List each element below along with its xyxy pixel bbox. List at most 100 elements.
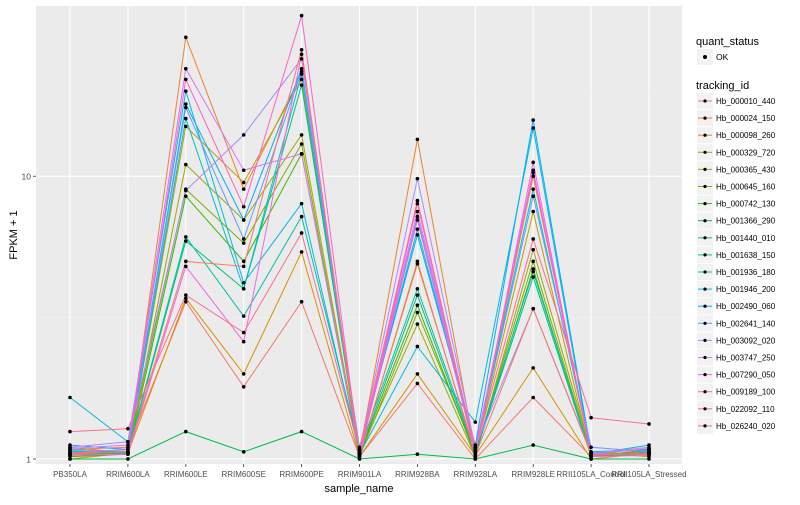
- legend-key-point: [703, 424, 707, 428]
- legend-label: Hb_001638_150: [716, 251, 776, 260]
- legend-label: Hb_022092_110: [716, 405, 775, 414]
- data-point: [126, 440, 130, 444]
- data-point: [415, 176, 420, 181]
- legend-label: Hb_026240_020: [716, 422, 776, 431]
- data-point: [68, 452, 72, 456]
- y-axis: 1 10: [22, 172, 36, 464]
- data-point: [299, 214, 304, 219]
- legend-key-point: [703, 184, 707, 189]
- data-point: [531, 267, 535, 271]
- x-tick-label: RRIM928BA: [395, 470, 440, 479]
- legend-label: Hb_000742_130: [716, 200, 776, 209]
- legend-label: Hb_000098_260: [716, 131, 776, 140]
- data-point: [473, 420, 478, 424]
- data-point: [647, 452, 651, 456]
- data-point: [589, 452, 593, 456]
- data-point: [589, 445, 593, 450]
- data-point: [241, 280, 246, 285]
- data-point: [241, 259, 246, 264]
- legend-label: Hb_002641_140: [716, 319, 776, 328]
- data-point: [241, 314, 246, 318]
- legend-label: Hb_000010_440: [716, 97, 776, 106]
- data-point: [299, 142, 304, 146]
- data-point: [415, 209, 420, 214]
- data-point: [241, 450, 246, 454]
- legend-key-point: [703, 55, 707, 59]
- data-point: [68, 395, 72, 400]
- data-point: [415, 227, 420, 231]
- data-point: [184, 89, 188, 93]
- legend-key-point: [703, 150, 707, 154]
- x-tick-label: RRIM600LE: [164, 470, 208, 479]
- data-point: [241, 286, 246, 291]
- data-point: [184, 194, 188, 198]
- legend-key-point: [703, 116, 707, 120]
- data-point: [531, 174, 535, 179]
- data-point: [531, 269, 535, 274]
- data-point: [184, 235, 188, 239]
- x-tick-label: RRII105LA_Stressed: [611, 470, 686, 479]
- legend-key-point: [703, 202, 707, 206]
- legend-key-point: [703, 253, 707, 257]
- legend: quant_status OK tracking_id Hb_000010_44…: [696, 36, 776, 434]
- data-point: [184, 105, 188, 110]
- data-point: [299, 429, 304, 434]
- legend-key-point: [703, 373, 707, 377]
- data-point: [299, 133, 304, 137]
- x-axis-title: sample_name: [324, 483, 393, 495]
- legend-label: Hb_000329_720: [716, 148, 776, 157]
- data-point: [415, 137, 420, 142]
- legend-label: Hb_000024_150: [716, 114, 776, 123]
- data-point: [531, 194, 535, 198]
- data-point: [241, 372, 246, 376]
- legend-color-entries: Hb_000010_440 Hb_000024_150 Hb_000098_260 H…: [697, 93, 776, 434]
- data-point: [647, 422, 651, 426]
- data-point: [531, 170, 535, 175]
- data-point: [531, 395, 535, 400]
- data-point: [415, 286, 420, 291]
- data-point: [415, 322, 420, 326]
- data-point: [299, 231, 304, 235]
- data-point: [589, 415, 593, 420]
- data-point: [357, 448, 362, 453]
- x-tick-label: RRIM600LA: [106, 470, 150, 479]
- data-point: [357, 454, 362, 459]
- data-point: [647, 446, 651, 451]
- data-point: [531, 126, 535, 130]
- x-tick-label: RRIM600PE: [279, 470, 323, 479]
- data-point: [415, 214, 420, 219]
- data-point: [415, 381, 420, 386]
- y-tick-label: 1: [26, 454, 31, 464]
- data-point: [184, 259, 188, 264]
- data-point: [531, 160, 535, 165]
- data-point: [299, 69, 304, 74]
- x-tick-label: RRIM928LE: [511, 470, 555, 479]
- data-point: [299, 77, 304, 82]
- data-point: [473, 457, 478, 461]
- data-point: [531, 247, 535, 252]
- data-point: [184, 188, 188, 193]
- series-points: [68, 13, 651, 461]
- data-point: [184, 116, 188, 121]
- legend-key-point: [703, 236, 707, 240]
- data-point: [184, 293, 188, 297]
- data-point: [68, 446, 72, 451]
- legend-key-point: [703, 407, 707, 411]
- data-point: [184, 77, 188, 82]
- data-point: [184, 124, 188, 129]
- data-point: [531, 118, 535, 122]
- legend-label: Hb_000365_430: [716, 165, 776, 174]
- data-point: [531, 237, 535, 241]
- data-point: [241, 133, 246, 137]
- legend-label: OK: [716, 52, 729, 62]
- data-point: [299, 66, 304, 71]
- data-point: [415, 218, 420, 222]
- data-point: [647, 457, 651, 461]
- data-point: [184, 239, 188, 243]
- data-point: [299, 13, 304, 18]
- legend-label: Hb_002490_060: [716, 302, 776, 311]
- data-point: [241, 330, 246, 335]
- data-point: [473, 453, 478, 458]
